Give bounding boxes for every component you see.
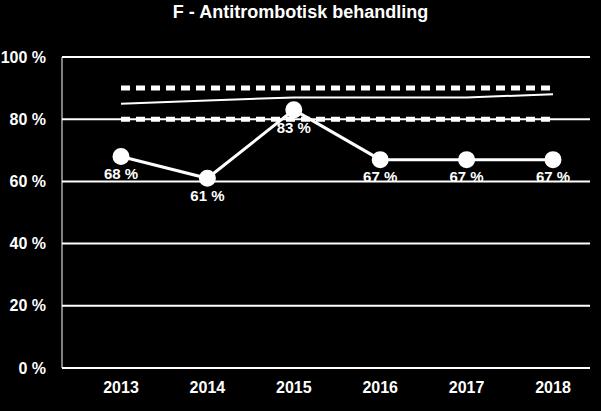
svg-text:20 %: 20 % — [10, 297, 46, 314]
svg-text:100 %: 100 % — [8, 49, 46, 66]
svg-text:40 %: 40 % — [10, 235, 46, 252]
svg-text:67 %: 67 % — [536, 168, 570, 185]
svg-text:2016: 2016 — [362, 379, 398, 396]
svg-text:2015: 2015 — [276, 379, 312, 396]
svg-text:68 %: 68 % — [104, 165, 138, 182]
svg-text:2017: 2017 — [449, 379, 485, 396]
svg-text:67 %: 67 % — [363, 168, 397, 185]
svg-text:2018: 2018 — [535, 379, 571, 396]
svg-text:2013: 2013 — [103, 379, 139, 396]
svg-text:67 %: 67 % — [449, 168, 483, 185]
svg-text:2014: 2014 — [190, 379, 226, 396]
html-text:F - Antitrombotisk behandling: F - Antitrombotisk behandling — [172, 2, 429, 22]
svg-text:80 %: 80 % — [10, 111, 46, 128]
svg-text:61 %: 61 % — [190, 187, 224, 204]
svg-text:60 %: 60 % — [10, 173, 46, 190]
svg-text:83 %: 83 % — [277, 119, 311, 136]
svg-text:0 %: 0 % — [18, 360, 46, 377]
